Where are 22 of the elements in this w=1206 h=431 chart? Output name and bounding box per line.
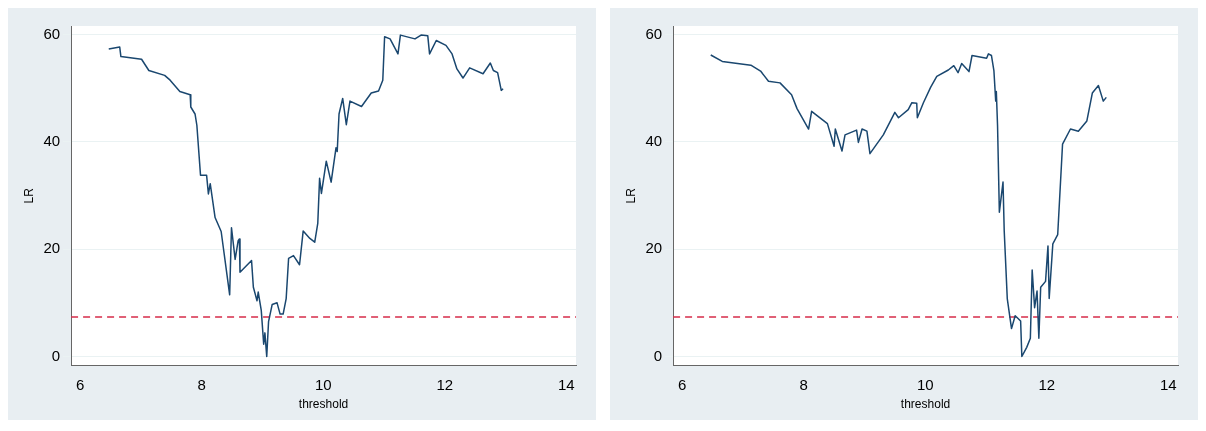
y-tick-label: 0 (653, 346, 663, 364)
x-tick-label: 12 (1038, 375, 1056, 393)
x-tick-label: 8 (197, 375, 206, 393)
y-tick-label: 20 (645, 239, 663, 257)
y-tick-label: 0 (51, 346, 61, 364)
y-tick-label: 40 (645, 132, 663, 150)
y-tick-label: 40 (43, 132, 61, 150)
x-tick-label: 6 (678, 375, 687, 393)
x-tick-label: 10 (314, 375, 332, 393)
x-tick-label: 6 (76, 375, 85, 393)
y-axis-title: LR (623, 187, 638, 204)
y-tick-label: 20 (43, 239, 61, 257)
y-axis-title: LR (21, 187, 36, 204)
x-axis-title: threshold (900, 397, 951, 412)
y-tick-label: 60 (43, 24, 61, 42)
x-tick-label: 8 (799, 375, 808, 393)
y-tick-label: 60 (645, 24, 663, 42)
x-tick-label: 14 (1159, 375, 1177, 393)
x-tick-label: 10 (916, 375, 934, 393)
x-axis-title: threshold (298, 397, 349, 412)
x-tick-label: 14 (557, 375, 575, 393)
x-tick-label: 12 (436, 375, 454, 393)
